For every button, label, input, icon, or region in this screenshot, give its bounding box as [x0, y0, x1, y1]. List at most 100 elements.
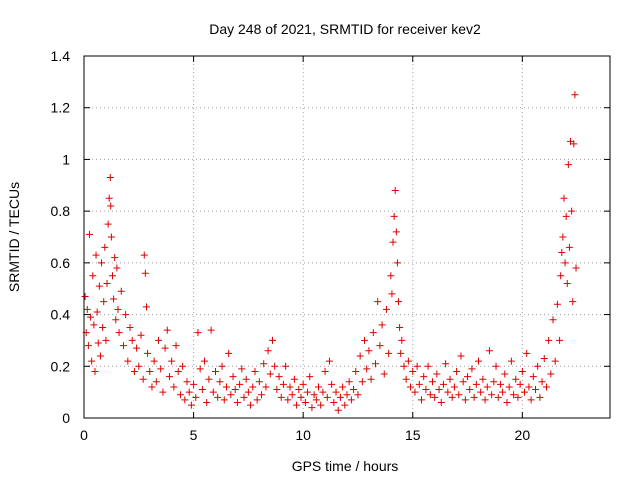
data-point	[220, 396, 228, 404]
data-point	[560, 194, 568, 202]
data-point	[110, 295, 118, 303]
data-point	[483, 383, 491, 391]
data-point	[475, 357, 482, 365]
data-point	[358, 378, 366, 386]
data-point	[142, 303, 150, 311]
data-point	[496, 380, 504, 388]
data-point	[466, 386, 474, 394]
data-point	[181, 396, 189, 404]
y-tick-label: 0.4	[51, 307, 71, 323]
data-point	[262, 383, 270, 391]
data-point	[114, 305, 122, 313]
data-point	[325, 357, 333, 365]
data-point	[523, 349, 531, 357]
data-point	[87, 313, 95, 321]
data-point	[435, 386, 443, 394]
data-point	[549, 316, 557, 324]
data-point	[321, 367, 329, 375]
data-point	[112, 316, 120, 324]
data-point	[369, 329, 377, 337]
data-point	[393, 259, 401, 267]
data-point	[367, 375, 375, 383]
data-point	[96, 352, 104, 360]
data-point	[418, 396, 426, 404]
data-point	[341, 401, 349, 409]
data-point	[407, 383, 415, 391]
data-point	[137, 331, 145, 339]
x-axis-label: GPS time / hours	[292, 458, 399, 474]
data-point	[545, 336, 553, 344]
data-point	[444, 388, 452, 396]
data-point	[255, 378, 263, 386]
data-point	[152, 378, 160, 386]
data-point	[90, 321, 98, 329]
data-point	[295, 386, 303, 394]
data-point	[266, 370, 274, 378]
data-point	[172, 342, 180, 350]
y-tick-label: 1.4	[51, 48, 71, 64]
data-point	[514, 393, 522, 401]
data-point	[84, 342, 92, 350]
data-point	[565, 243, 573, 251]
data-point	[135, 362, 143, 370]
data-point	[428, 378, 436, 386]
data-point	[561, 259, 569, 267]
data-point	[499, 388, 507, 396]
data-point	[196, 365, 204, 373]
data-point	[531, 386, 539, 394]
x-tick-label: 10	[295, 427, 311, 443]
data-point	[286, 383, 294, 391]
data-point	[159, 388, 167, 396]
data-point	[542, 383, 550, 391]
data-point	[315, 383, 323, 391]
y-axis-ticks: 0 0.2 0.4 0.6 0.8 1 1.2 1.4	[51, 48, 610, 426]
data-point	[505, 383, 513, 391]
data-point	[103, 280, 111, 288]
data-point	[492, 362, 500, 370]
data-point	[562, 212, 570, 220]
data-point	[376, 342, 384, 350]
data-point	[572, 264, 580, 272]
data-point	[345, 378, 353, 386]
data-point	[512, 375, 520, 383]
data-point	[244, 388, 252, 396]
grid-lines	[84, 56, 610, 418]
data-point	[194, 329, 202, 337]
data-point	[95, 282, 103, 290]
data-point	[102, 336, 110, 344]
y-axis-label: SRMTID / TECUs	[6, 182, 22, 292]
data-point	[328, 380, 336, 388]
data-point	[284, 396, 292, 404]
data-point	[424, 362, 432, 370]
data-point	[275, 373, 283, 381]
data-point	[83, 305, 91, 313]
y-tick-label: 0.6	[51, 255, 71, 271]
data-point	[563, 280, 571, 288]
data-point	[161, 344, 169, 352]
data-point	[387, 272, 395, 280]
data-point	[547, 370, 555, 378]
data-point	[209, 388, 217, 396]
data-point	[290, 375, 298, 383]
plot-frame	[83, 55, 611, 419]
data-point	[101, 243, 109, 251]
data-point	[453, 367, 461, 375]
data-point	[388, 290, 396, 298]
data-point	[540, 355, 548, 363]
data-point	[310, 391, 318, 399]
data-point	[468, 365, 476, 373]
data-point	[117, 287, 125, 295]
data-point	[308, 404, 316, 412]
data-point	[457, 352, 465, 360]
data-point	[485, 347, 493, 355]
data-point	[470, 393, 478, 401]
data-point	[301, 398, 309, 406]
data-point	[192, 393, 200, 401]
y-tick-label: 1	[62, 151, 70, 167]
data-point	[397, 349, 405, 357]
data-point	[157, 365, 165, 373]
data-point	[481, 396, 489, 404]
data-point	[538, 378, 546, 386]
data-point	[293, 401, 301, 409]
